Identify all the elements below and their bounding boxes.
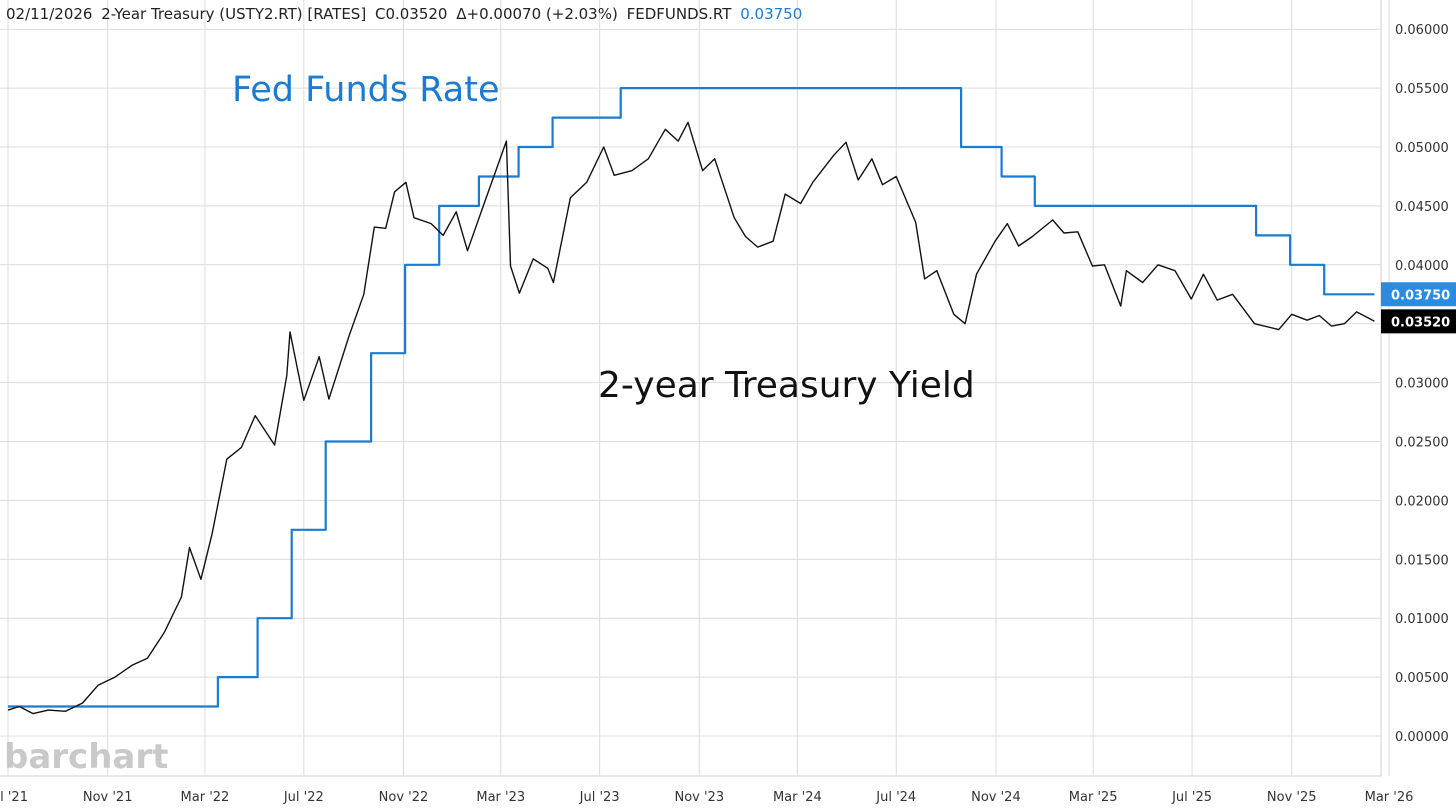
chart-header: 02/11/2026 2-Year Treasury (USTY2.RT) [R…: [6, 5, 806, 23]
x-tick-label: Jul '22: [283, 790, 324, 805]
y-tick-label: 0.03000: [1395, 377, 1449, 392]
y-tick-label: 0.01000: [1395, 612, 1449, 627]
x-tick-label: Jul '21: [0, 790, 28, 805]
y-axis: 0.00000 0.00500 0.01000 0.01500 0.02000 0.025…: [1395, 23, 1449, 745]
x-tick-label: Nov '23: [674, 790, 724, 805]
y-tick-label: 0.05000: [1395, 141, 1449, 156]
y-tick-label: 0.00000: [1395, 730, 1449, 745]
x-tick-label: Nov '25: [1267, 790, 1317, 805]
x-tick-label: Mar '26: [1365, 790, 1414, 805]
barchart-logo: barchart: [4, 737, 168, 777]
header-change: Δ+0.00070 (+2.03%): [456, 5, 618, 23]
y-tick-label: 0.02000: [1395, 494, 1449, 509]
x-tick-label: Nov '21: [83, 790, 133, 805]
x-tick-label: Mar '24: [773, 790, 822, 805]
x-tick-label: Jul '24: [875, 790, 916, 805]
x-tick-label: Jul '23: [579, 790, 620, 805]
y-tick-label: 0.00500: [1395, 671, 1449, 686]
treasury-yield-line: [7, 121, 1375, 715]
y-tick-label: 0.02500: [1395, 436, 1449, 451]
annotation-2-year-treasury-yield: 2-year Treasury Yield: [598, 365, 975, 406]
header-instrument: 2-Year Treasury (USTY2.RT) [RATES]: [101, 5, 367, 23]
x-tick-label: Jul '25: [1171, 790, 1212, 805]
x-tick-label: Nov '22: [379, 790, 429, 805]
treasury-last-value: 0.03520: [1391, 315, 1450, 330]
header-close: C0.03520: [374, 5, 448, 23]
header-overlay-value: 0.03750: [740, 5, 803, 23]
x-tick-label: Mar '25: [1069, 790, 1118, 805]
treasury-last-badge: [1381, 309, 1456, 334]
x-tick-label: Mar '22: [181, 790, 230, 805]
series-layer: [7, 87, 1375, 715]
x-tick-label: Mar '23: [476, 790, 525, 805]
y-tick-label: 0.05500: [1395, 82, 1449, 97]
fed-funds-line: [8, 87, 1375, 708]
header-overlay-symbol: FEDFUNDS.RT: [626, 5, 732, 23]
y-tick-label: 0.04000: [1395, 259, 1449, 274]
x-axis: Jul '21 Nov '21 Mar '22 Jul '22 Nov '22 Mar '…: [0, 790, 1413, 805]
fed-funds-last-badge: [1381, 282, 1456, 307]
y-tick-label: 0.01500: [1395, 553, 1449, 568]
last-value-badges: 0.03750 0.03520: [1381, 282, 1456, 334]
x-tick-label: Nov '24: [971, 790, 1021, 805]
header-date: 02/11/2026: [6, 5, 93, 23]
annotation-fed-funds-rate: Fed Funds Rate: [232, 70, 500, 110]
y-tick-label: 0.06000: [1395, 23, 1449, 38]
fed-funds-last-value: 0.03750: [1391, 288, 1450, 303]
y-tick-label: 0.04500: [1395, 200, 1449, 215]
